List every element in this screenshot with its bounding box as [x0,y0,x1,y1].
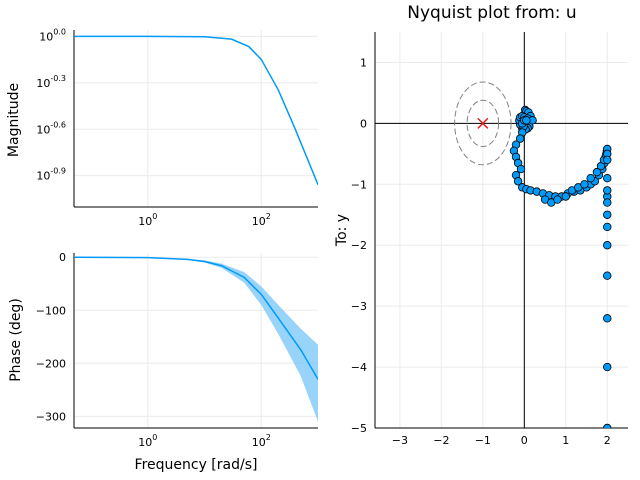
y-tick-label: −5 [351,422,367,435]
nyquist-point [561,192,570,201]
y-tick-label: 10-0.3 [36,74,66,90]
nyquist-point [603,186,612,195]
x-tick-label: −1 [475,434,491,447]
x-tick-label: 102 [252,212,271,228]
y-tick-label: 100.0 [39,27,66,43]
nyquist-point [522,116,531,125]
nyquist-point [580,180,589,189]
phase-tick-labels: 100 102 0 −100 −200 −300 [36,251,271,449]
nyquist-point [603,210,612,219]
x-tick-label: 100 [138,212,157,228]
nyquist-point [603,155,612,165]
magnitude-tick-labels: 100 102 100.0 10-0.3 10-0.6 10-0.9 [36,27,270,228]
nyquist-point [603,271,612,280]
nyquist-point [603,362,612,372]
nyquist-plot: −3 −2 −1 0 1 2 1 0 −1 −2 −3 −4 −5 Nyquist plot from:… [334,3,628,447]
y-tick-label: −300 [36,410,66,423]
y-tick-label: −100 [36,304,66,317]
nyquist-point [515,134,525,143]
x-tick-label: −2 [433,434,449,447]
x-tick-label: −3 [392,434,408,447]
nyquist-title: Nyquist plot from: u [407,3,576,23]
nyquist-point [603,222,612,232]
phase-ylabel: Phase (deg) [8,298,24,382]
nyquist-point [586,174,595,183]
nyquist-point [603,314,612,323]
y-tick-label: 10-0.6 [36,120,66,136]
x-tick-label: 102 [252,433,271,449]
nyquist-point [603,174,612,183]
phase-axes [73,253,318,429]
y-tick-label: 10-0.9 [36,167,66,183]
magnitude-series [74,35,318,186]
nyquist-point [592,167,602,177]
nyquist-ylabel: To: y [334,214,350,247]
nyquist-grid [375,32,628,429]
phase-xlabel: Frequency [rad/s] [135,457,258,473]
phase-series [74,256,318,422]
magnitude-line [74,35,318,186]
x-tick-label: 100 [138,433,157,449]
nyquist-point [603,423,612,428]
y-tick-label: −2 [351,239,367,252]
nyquist-axes [374,32,628,429]
y-tick-label: 1 [360,56,367,69]
y-tick-label: 0 [360,117,367,130]
critical-point-marker [477,117,489,129]
y-tick-label: −4 [351,361,367,374]
nyquist-point [603,241,612,250]
y-tick-label: −200 [36,357,66,370]
y-tick-label: −3 [351,300,367,313]
nyquist-point [513,177,523,186]
y-tick-label: 0 [59,251,66,264]
nyquist-circle [454,81,512,166]
magnitude-axes [73,30,318,208]
magnitude-grid [74,30,318,207]
phase-line [74,256,318,380]
nyquist-tick-labels: −3 −2 −1 0 1 2 1 0 −1 −2 −3 −4 −5 [351,56,611,447]
phase-uncertainty-band [74,257,318,422]
phase-grid [74,253,318,428]
nyquist-point [553,195,562,204]
x-tick-label: 2 [604,434,611,447]
nyquist-circle [466,99,500,148]
x-tick-label: 1 [562,434,569,447]
nyquist-point [516,164,526,174]
nyquist-point [603,198,612,207]
magnitude-plot: 100 102 100.0 10-0.3 10-0.6 10-0.9 Magnitude [6,27,318,228]
phase-plot: 100 102 0 −100 −200 −300 Phase (deg) Frequenc… [8,251,318,473]
y-tick-label: −1 [351,178,367,191]
x-tick-label: 0 [521,434,528,447]
nyquist-series [454,81,612,428]
magnitude-ylabel: Magnitude [6,83,22,157]
